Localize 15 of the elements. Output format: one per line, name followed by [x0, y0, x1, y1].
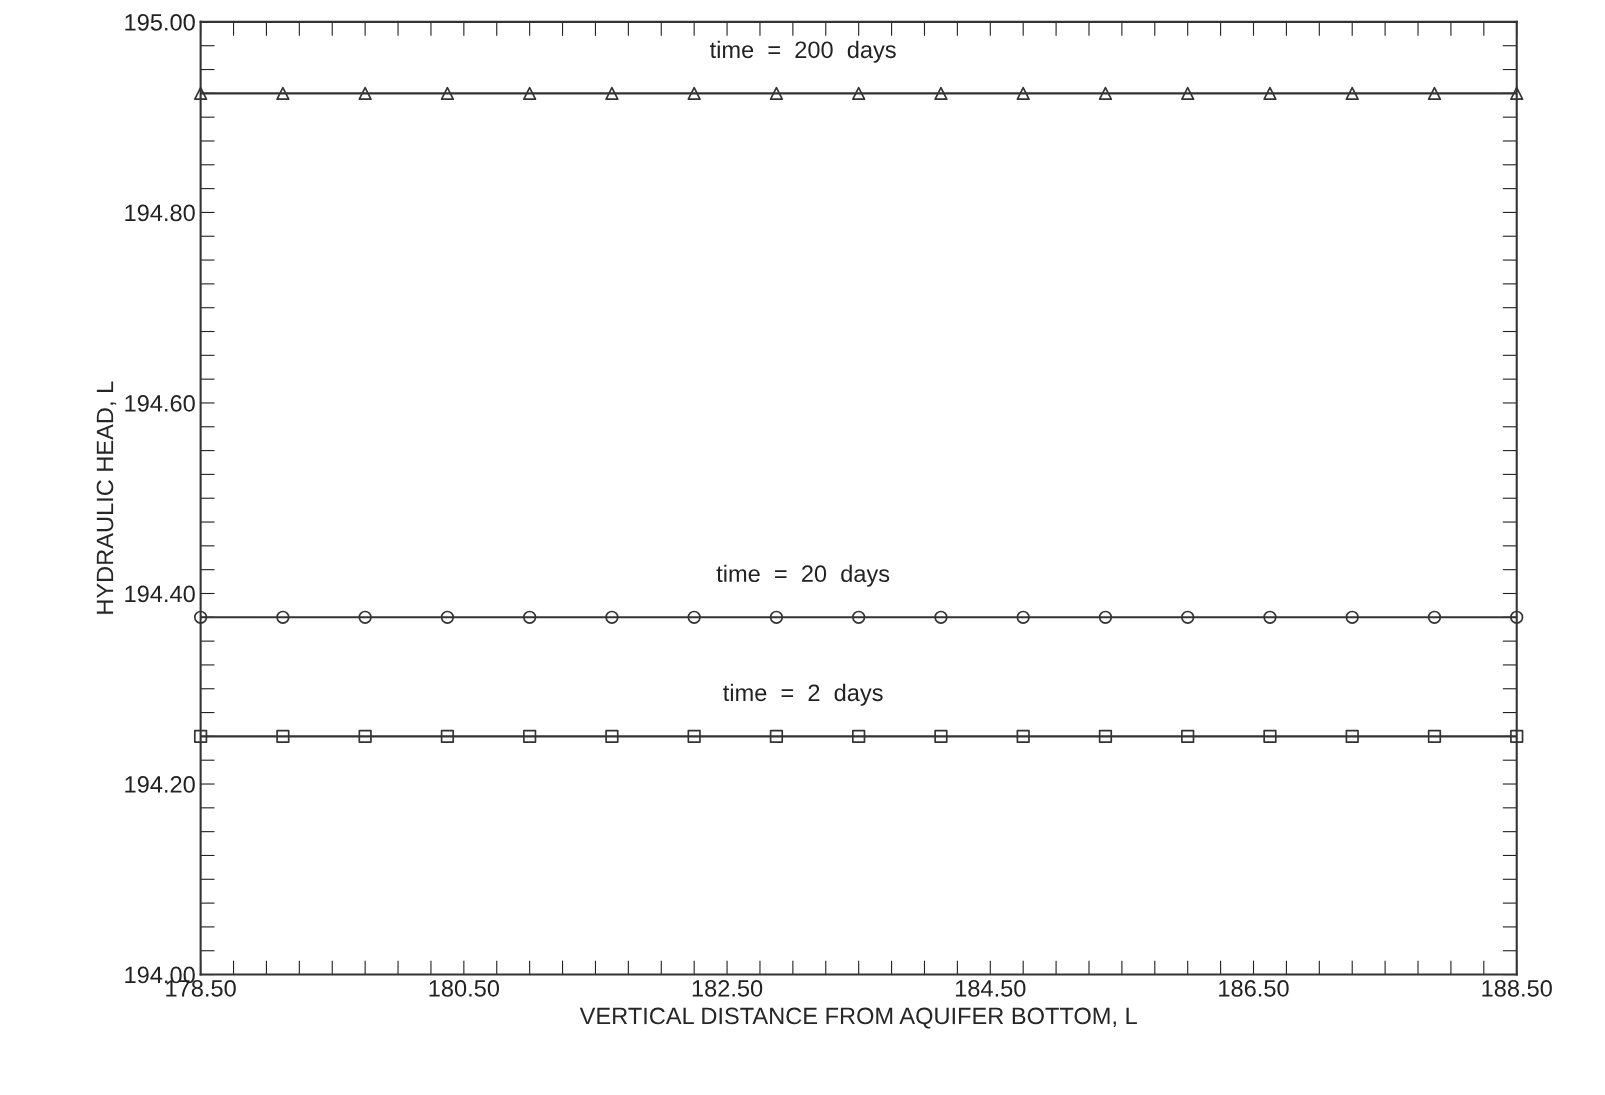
y-axis-title: HYDRAULIC HEAD, L [96, 381, 117, 614]
x-tick-label: 184.50 [955, 980, 1026, 997]
x-tick-label: 188.50 [1482, 980, 1552, 997]
annotation: time = 200 days [709, 40, 896, 63]
y-tick-label: 194.40 [125, 585, 195, 603]
y-tick-label: 194.80 [125, 204, 195, 222]
y-tick-label: 194.60 [125, 395, 195, 412]
x-tick-label: 180.50 [429, 980, 500, 997]
annotation: time = 20 days [716, 564, 890, 587]
x-tick-label: 182.50 [692, 980, 763, 997]
annotation: time = 2 days [723, 683, 883, 706]
y-tick-label: 194.20 [125, 776, 195, 793]
x-axis-title: VERTICAL DISTANCE FROM AQUIFER BOTTOM, L [579, 1007, 1137, 1029]
x-tick-label: 186.50 [1219, 980, 1289, 997]
y-tick-label: 195.00 [125, 13, 195, 31]
